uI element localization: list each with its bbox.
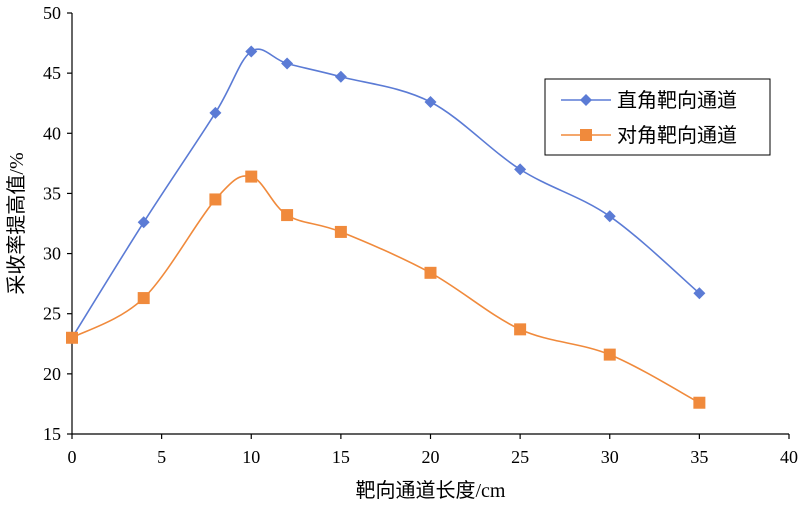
series-2-line [71, 175, 700, 404]
series-1-point [137, 216, 150, 229]
x-tick-label: 35 [690, 447, 708, 467]
x-tick-label: 25 [511, 447, 529, 467]
series-2-point [281, 209, 294, 222]
x-axis-title: 靶向通道长度/cm [356, 479, 506, 502]
y-tick-label: 30 [43, 244, 61, 264]
series-2-point [209, 193, 222, 206]
legend-marker [580, 94, 592, 106]
x-tick-label: 40 [780, 447, 798, 467]
x-tick-label: 5 [157, 447, 166, 467]
series-1-point [334, 70, 347, 83]
series-1 [66, 45, 706, 344]
legend-box [544, 78, 771, 156]
series-1-point [245, 45, 258, 58]
series-1-point [281, 57, 294, 70]
y-axis-title: 采收率提高值/% [5, 152, 28, 294]
y-tick-label: 50 [43, 3, 61, 23]
legend-label: 对角靶向通道 [617, 124, 737, 147]
y-tick-label: 20 [43, 364, 61, 384]
series-1-point [514, 163, 527, 176]
series-1-point [693, 287, 706, 300]
legend-marker [580, 129, 592, 141]
series-2-point [245, 170, 258, 183]
series-1-point [424, 96, 437, 109]
y-tick-label: 25 [43, 304, 61, 324]
x-tick-label: 0 [68, 447, 77, 467]
series-1-point [209, 106, 222, 119]
y-tick-label: 35 [43, 183, 61, 203]
series-2-point [66, 331, 78, 344]
x-tick-label: 30 [601, 447, 619, 467]
series-2-point [514, 323, 527, 336]
series-2 [66, 170, 706, 409]
legend-label: 直角靶向通道 [617, 89, 737, 112]
series-2-point [424, 266, 437, 279]
series-2-point [693, 396, 706, 409]
series-2-point [603, 348, 616, 361]
x-tick-label: 20 [422, 447, 440, 467]
legend-item: 直角靶向通道 [561, 89, 737, 112]
x-tick-label: 10 [242, 447, 260, 467]
series-1-point [603, 210, 616, 223]
y-tick-label: 40 [43, 123, 61, 143]
y-tick-label: 45 [43, 63, 61, 83]
x-tick-label: 15 [332, 447, 350, 467]
series-2-point [137, 292, 150, 305]
series-2-point [334, 225, 347, 238]
y-tick-label: 15 [43, 424, 61, 444]
series-1-line [71, 48, 700, 339]
axes: 15 20 25 30 35 40 45 50 0 5 10 15 20 25 30 35 40 [43, 3, 798, 467]
series-layer [66, 45, 706, 409]
legend-item: 对角靶向通道 [561, 124, 737, 147]
